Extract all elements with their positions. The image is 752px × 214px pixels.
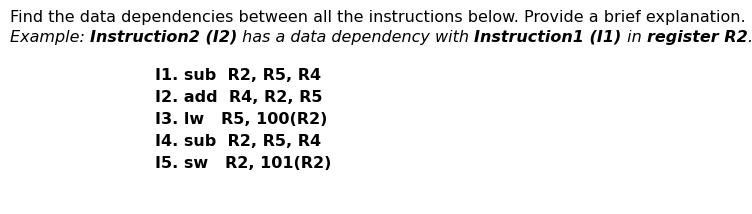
Text: I5. sw   R2, 101(R2): I5. sw R2, 101(R2) [155, 156, 332, 171]
Text: Example:: Example: [10, 30, 90, 45]
Text: Instruction1 (I1): Instruction1 (I1) [475, 30, 622, 45]
Text: Find the data dependencies between all the instructions below. Provide a brief e: Find the data dependencies between all t… [10, 10, 746, 25]
Text: .: . [747, 30, 752, 45]
Text: I1. sub  R2, R5, R4: I1. sub R2, R5, R4 [155, 68, 321, 83]
Text: register R2: register R2 [647, 30, 747, 45]
Text: has a data dependency with: has a data dependency with [238, 30, 475, 45]
Text: in: in [622, 30, 647, 45]
Text: I3. lw   R5, 100(R2): I3. lw R5, 100(R2) [155, 112, 327, 127]
Text: I4. sub  R2, R5, R4: I4. sub R2, R5, R4 [155, 134, 321, 149]
Text: Instruction2 (I2): Instruction2 (I2) [90, 30, 238, 45]
Text: I2. add  R4, R2, R5: I2. add R4, R2, R5 [155, 90, 323, 105]
